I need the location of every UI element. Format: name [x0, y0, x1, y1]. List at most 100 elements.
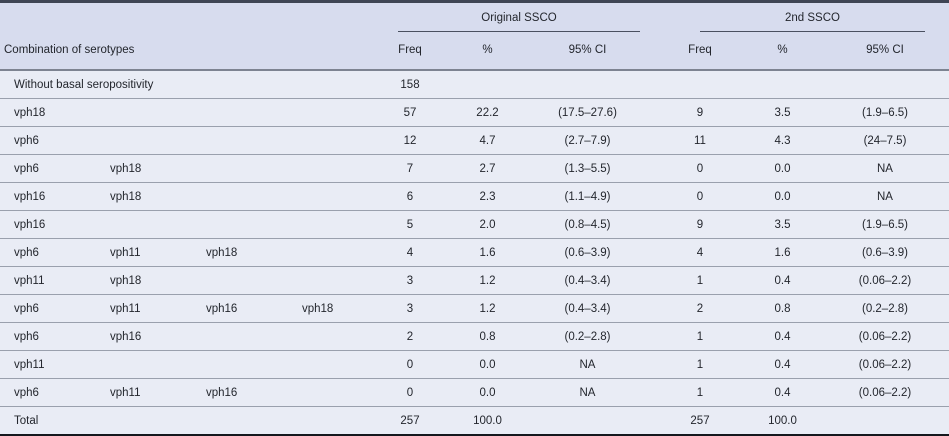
orig-freq-cell: 257 [400, 414, 420, 427]
second-ci-cell: (0.06–2.2) [835, 322, 949, 351]
data-table: Original SSCO 2nd SSCO Combination of se… [0, 3, 949, 434]
serotype-cell [288, 210, 380, 239]
serotype-cell: vph18 [192, 238, 288, 267]
orig-freq-cell: 12 [380, 126, 440, 155]
serotype-cell: vph11 [0, 350, 96, 379]
second-ci-cell [835, 70, 949, 99]
second-pct-cell: 3.5 [730, 98, 835, 127]
serotype-cell [96, 70, 192, 99]
column-group-2nd-ssco-label: 2nd SSCO [700, 8, 925, 32]
serotype-cell [288, 182, 380, 211]
serotype-cell [192, 182, 288, 211]
column-header-spacer [640, 32, 670, 71]
orig-ci-cell: (1.1–4.9) [535, 182, 640, 211]
spacer-cell [640, 126, 670, 155]
second-freq-cell: 4 [670, 238, 730, 267]
serotype-cell [288, 378, 380, 407]
second-ci-cell: (0.2–2.8) [835, 294, 949, 323]
serotype-cell: vph6 [0, 154, 96, 183]
second-freq-cell: 0 [670, 154, 730, 183]
orig-pct-cell: 1.6 [440, 238, 535, 267]
orig-freq-cell: 158 [380, 70, 440, 99]
table-body: Without basal seropositivity 158 vph18 57 22… [0, 70, 949, 434]
orig-ci-cell: (0.2–2.8) [535, 322, 640, 351]
second-ci-cell: (0.06–2.2) [835, 350, 949, 379]
orig-freq-cell: 6 [380, 182, 440, 211]
serotype-cell: vph18 [96, 154, 192, 183]
serotype-cell [288, 238, 380, 267]
column-group-original-ssco: Original SSCO [380, 3, 640, 32]
serotype-cell: vph11 [96, 378, 192, 407]
spacer-cell [640, 322, 670, 351]
second-pct-cell: 0.4 [730, 322, 835, 351]
total-row: Total 257 100.0 257 100.0 [0, 407, 949, 435]
orig-freq-cell: 0 [380, 378, 440, 407]
orig-pct-cell: 2.7 [440, 154, 535, 183]
orig-freq-cell: 0 [380, 350, 440, 379]
column-header-second-ci: 95% CI [835, 32, 949, 71]
serotype-cell [288, 350, 380, 379]
second-freq-cell: 9 [670, 210, 730, 239]
orig-ci-cell: (0.4–3.4) [535, 266, 640, 295]
second-pct-cell: 3.5 [730, 210, 835, 239]
empty-header-cell [0, 3, 380, 32]
serotype-cell: vph16 [192, 294, 288, 323]
spacer-cell [640, 238, 670, 267]
spacer-cell [640, 266, 670, 295]
serotype-cell: vph16 [96, 322, 192, 351]
second-ci-cell: NA [835, 182, 949, 211]
orig-ci-cell: NA [535, 378, 640, 407]
serotype-cell: Without basal seropositivity [0, 70, 153, 99]
serotype-cell [96, 126, 192, 155]
serotype-cell: vph6 [0, 126, 96, 155]
second-pct-cell: 0.0 [730, 154, 835, 183]
orig-pct-cell: 0.0 [440, 378, 535, 407]
table-row: vph18 57 22.2 (17.5–27.6) 9 3.5 (1.9–6.5) [0, 98, 949, 127]
second-pct-cell: 0.0 [730, 182, 835, 211]
orig-pct-cell: 0.8 [440, 322, 535, 351]
serotype-cell: vph18 [96, 266, 192, 295]
spacer-cell [640, 210, 670, 239]
orig-pct-cell: 2.0 [440, 210, 535, 239]
serotype-cell: vph11 [96, 294, 192, 323]
serotype-cell [96, 350, 192, 379]
table-row: vph16 5 2.0 (0.8–4.5) 9 3.5 (1.9–6.5) [0, 210, 949, 239]
column-group-row: Original SSCO 2nd SSCO [0, 3, 949, 32]
column-header-orig-freq: Freq [380, 32, 440, 71]
serotype-cell [192, 154, 288, 183]
spacer-cell [640, 378, 670, 407]
orig-freq-cell: 4 [380, 238, 440, 267]
orig-ci-cell: (0.4–3.4) [535, 294, 640, 323]
second-freq-cell: 11 [670, 126, 730, 155]
orig-pct-cell: 22.2 [440, 98, 535, 127]
serotype-cell: vph6 [0, 294, 96, 323]
column-group-original-ssco-label: Original SSCO [398, 8, 640, 32]
second-pct-cell: 1.6 [730, 238, 835, 267]
orig-freq-cell: 57 [380, 98, 440, 127]
serotype-cell [192, 322, 288, 351]
second-ci-cell: (0.06–2.2) [835, 266, 949, 295]
second-pct-cell: 0.4 [730, 350, 835, 379]
orig-ci-cell [535, 70, 640, 99]
spacer-cell [640, 294, 670, 323]
table-row: vph16 vph18 6 2.3 (1.1–4.9) 0 0.0 NA [0, 182, 949, 211]
serotype-cell: vph11 [0, 266, 96, 295]
second-freq-cell: 0 [670, 182, 730, 211]
serotype-cell: vph6 [0, 378, 96, 407]
serotype-cell: vph18 [0, 98, 96, 127]
orig-pct-cell: 4.7 [440, 126, 535, 155]
table-row: vph11 0 0.0 NA 1 0.4 (0.06–2.2) [0, 350, 949, 379]
serotype-cell [192, 126, 288, 155]
serotype-cell [288, 70, 380, 99]
column-header-combination-of-serotypes: Combination of serotypes [0, 32, 380, 71]
spacer-cell [640, 70, 670, 99]
serotype-cell [96, 98, 192, 127]
orig-ci-cell: (17.5–27.6) [535, 98, 640, 127]
table-row: Without basal seropositivity 158 [0, 70, 949, 99]
column-header-row: Combination of serotypes Freq % 95% CI F… [0, 32, 949, 71]
orig-pct-cell: 1.2 [440, 266, 535, 295]
orig-pct-cell [440, 70, 535, 99]
second-freq-cell: 1 [670, 378, 730, 407]
orig-freq-cell: 2 [380, 322, 440, 351]
